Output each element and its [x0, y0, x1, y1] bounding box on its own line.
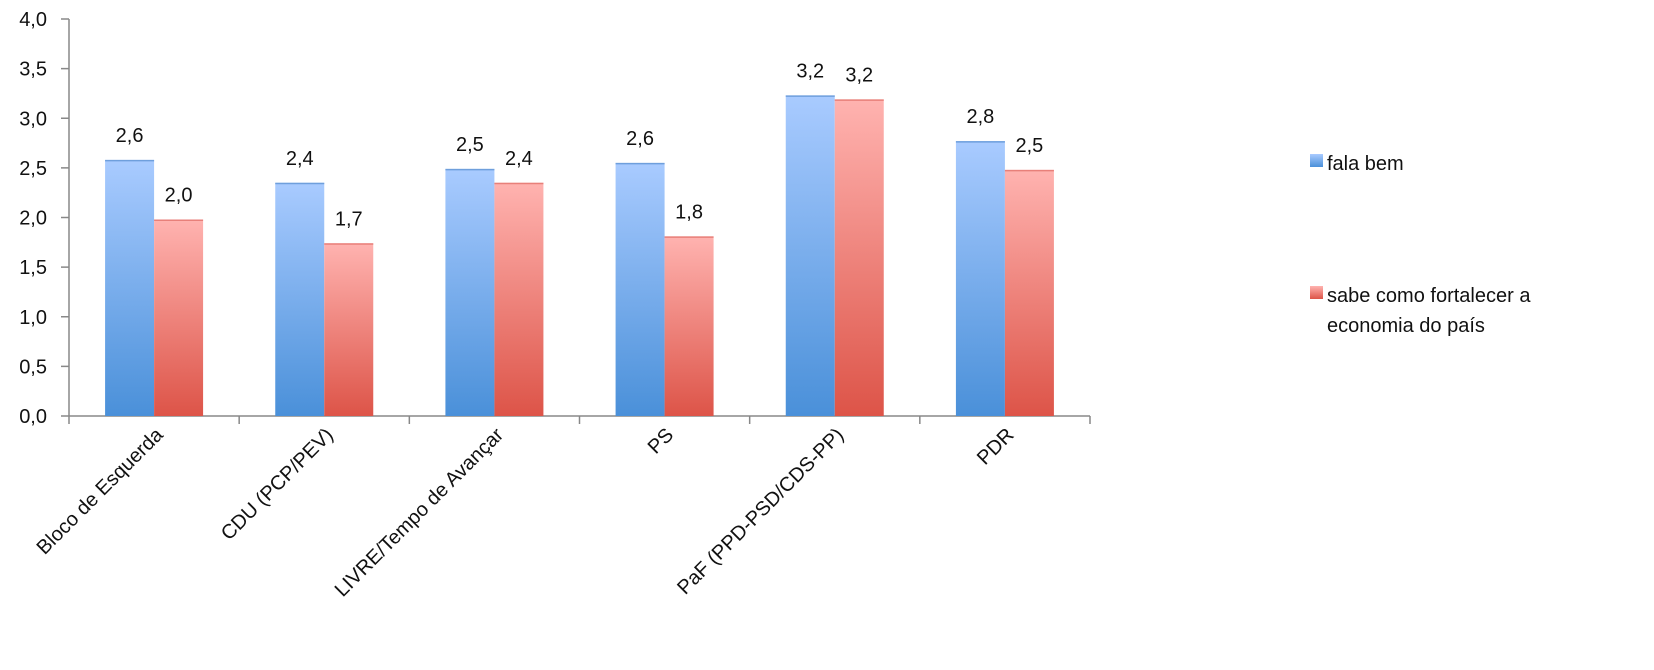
- bar-series-2: [664, 236, 714, 416]
- y-tick-label: 3,5: [19, 59, 47, 81]
- bars: [105, 95, 1054, 417]
- data-label: 2,5: [456, 134, 484, 156]
- x-category-label: CDU (PCP/PEV): [217, 424, 338, 545]
- bar-series-1: [275, 182, 325, 416]
- bar-series-1: [955, 141, 1005, 416]
- x-category-label: PaF (PPD-PSD/CDS-PP): [673, 424, 848, 599]
- data-label: 2,6: [116, 125, 144, 147]
- y-tick-label: 4,0: [19, 9, 47, 31]
- y-tick-label: 0,5: [19, 356, 47, 378]
- data-label: 2,6: [626, 128, 654, 150]
- bar-series-1: [785, 95, 835, 417]
- legend-label-fala-bem: fala bem: [1327, 153, 1404, 175]
- bar-series-1: [445, 168, 495, 416]
- data-label: 2,4: [505, 148, 533, 170]
- y-axis: 0,0 0,5 1,0 1,5 2,0 2,5 3,0 3,5 4,0: [19, 9, 70, 428]
- y-tick-label: 2,0: [19, 208, 47, 230]
- bar-series-2: [324, 243, 374, 416]
- data-label: 1,7: [335, 208, 363, 230]
- data-label: 2,4: [286, 148, 314, 170]
- bar-series-2: [154, 219, 204, 416]
- legend: fala bem sabe como fortalecer a economia d…: [1310, 153, 1531, 337]
- data-label: 3,2: [796, 60, 824, 82]
- data-label: 1,8: [675, 201, 703, 223]
- data-label: 2,5: [1016, 135, 1044, 157]
- data-label: 3,2: [845, 64, 873, 86]
- x-category-label: Bloco de Esquerda: [33, 423, 169, 559]
- y-tick-label: 0,0: [19, 406, 47, 428]
- x-category-label: PS: [644, 424, 678, 458]
- legend-swatch-fala-bem: [1310, 154, 1323, 167]
- data-label: 2,8: [967, 106, 995, 128]
- bar-series-1: [615, 162, 665, 416]
- legend-swatch-economia: [1310, 286, 1323, 299]
- y-tick-label: 1,5: [19, 257, 47, 279]
- x-axis: Bloco de Esquerda CDU (PCP/PEV)LIVRE/Temp…: [33, 415, 1091, 601]
- x-category-label: PDR: [973, 424, 1018, 469]
- bar-series-2: [834, 99, 884, 416]
- data-label: 2,0: [165, 184, 193, 206]
- y-tick-label: 2,5: [19, 158, 47, 180]
- data-labels: 2,6 2,4 2,5 2,6 3,2 2,8 2,0 1,7 2,4 1,8 3,2 2,5: [116, 60, 1044, 230]
- bar-series-1: [105, 159, 155, 416]
- x-category-label: LIVRE/Tempo de Avançar: [331, 424, 508, 601]
- legend-label-economia: sabe como fortalecer a economia do país: [1327, 285, 1531, 337]
- y-tick-label: 1,0: [19, 307, 47, 329]
- bar-series-2: [494, 182, 544, 416]
- y-tick-label: 3,0: [19, 108, 47, 130]
- bar-series-2: [1004, 169, 1054, 416]
